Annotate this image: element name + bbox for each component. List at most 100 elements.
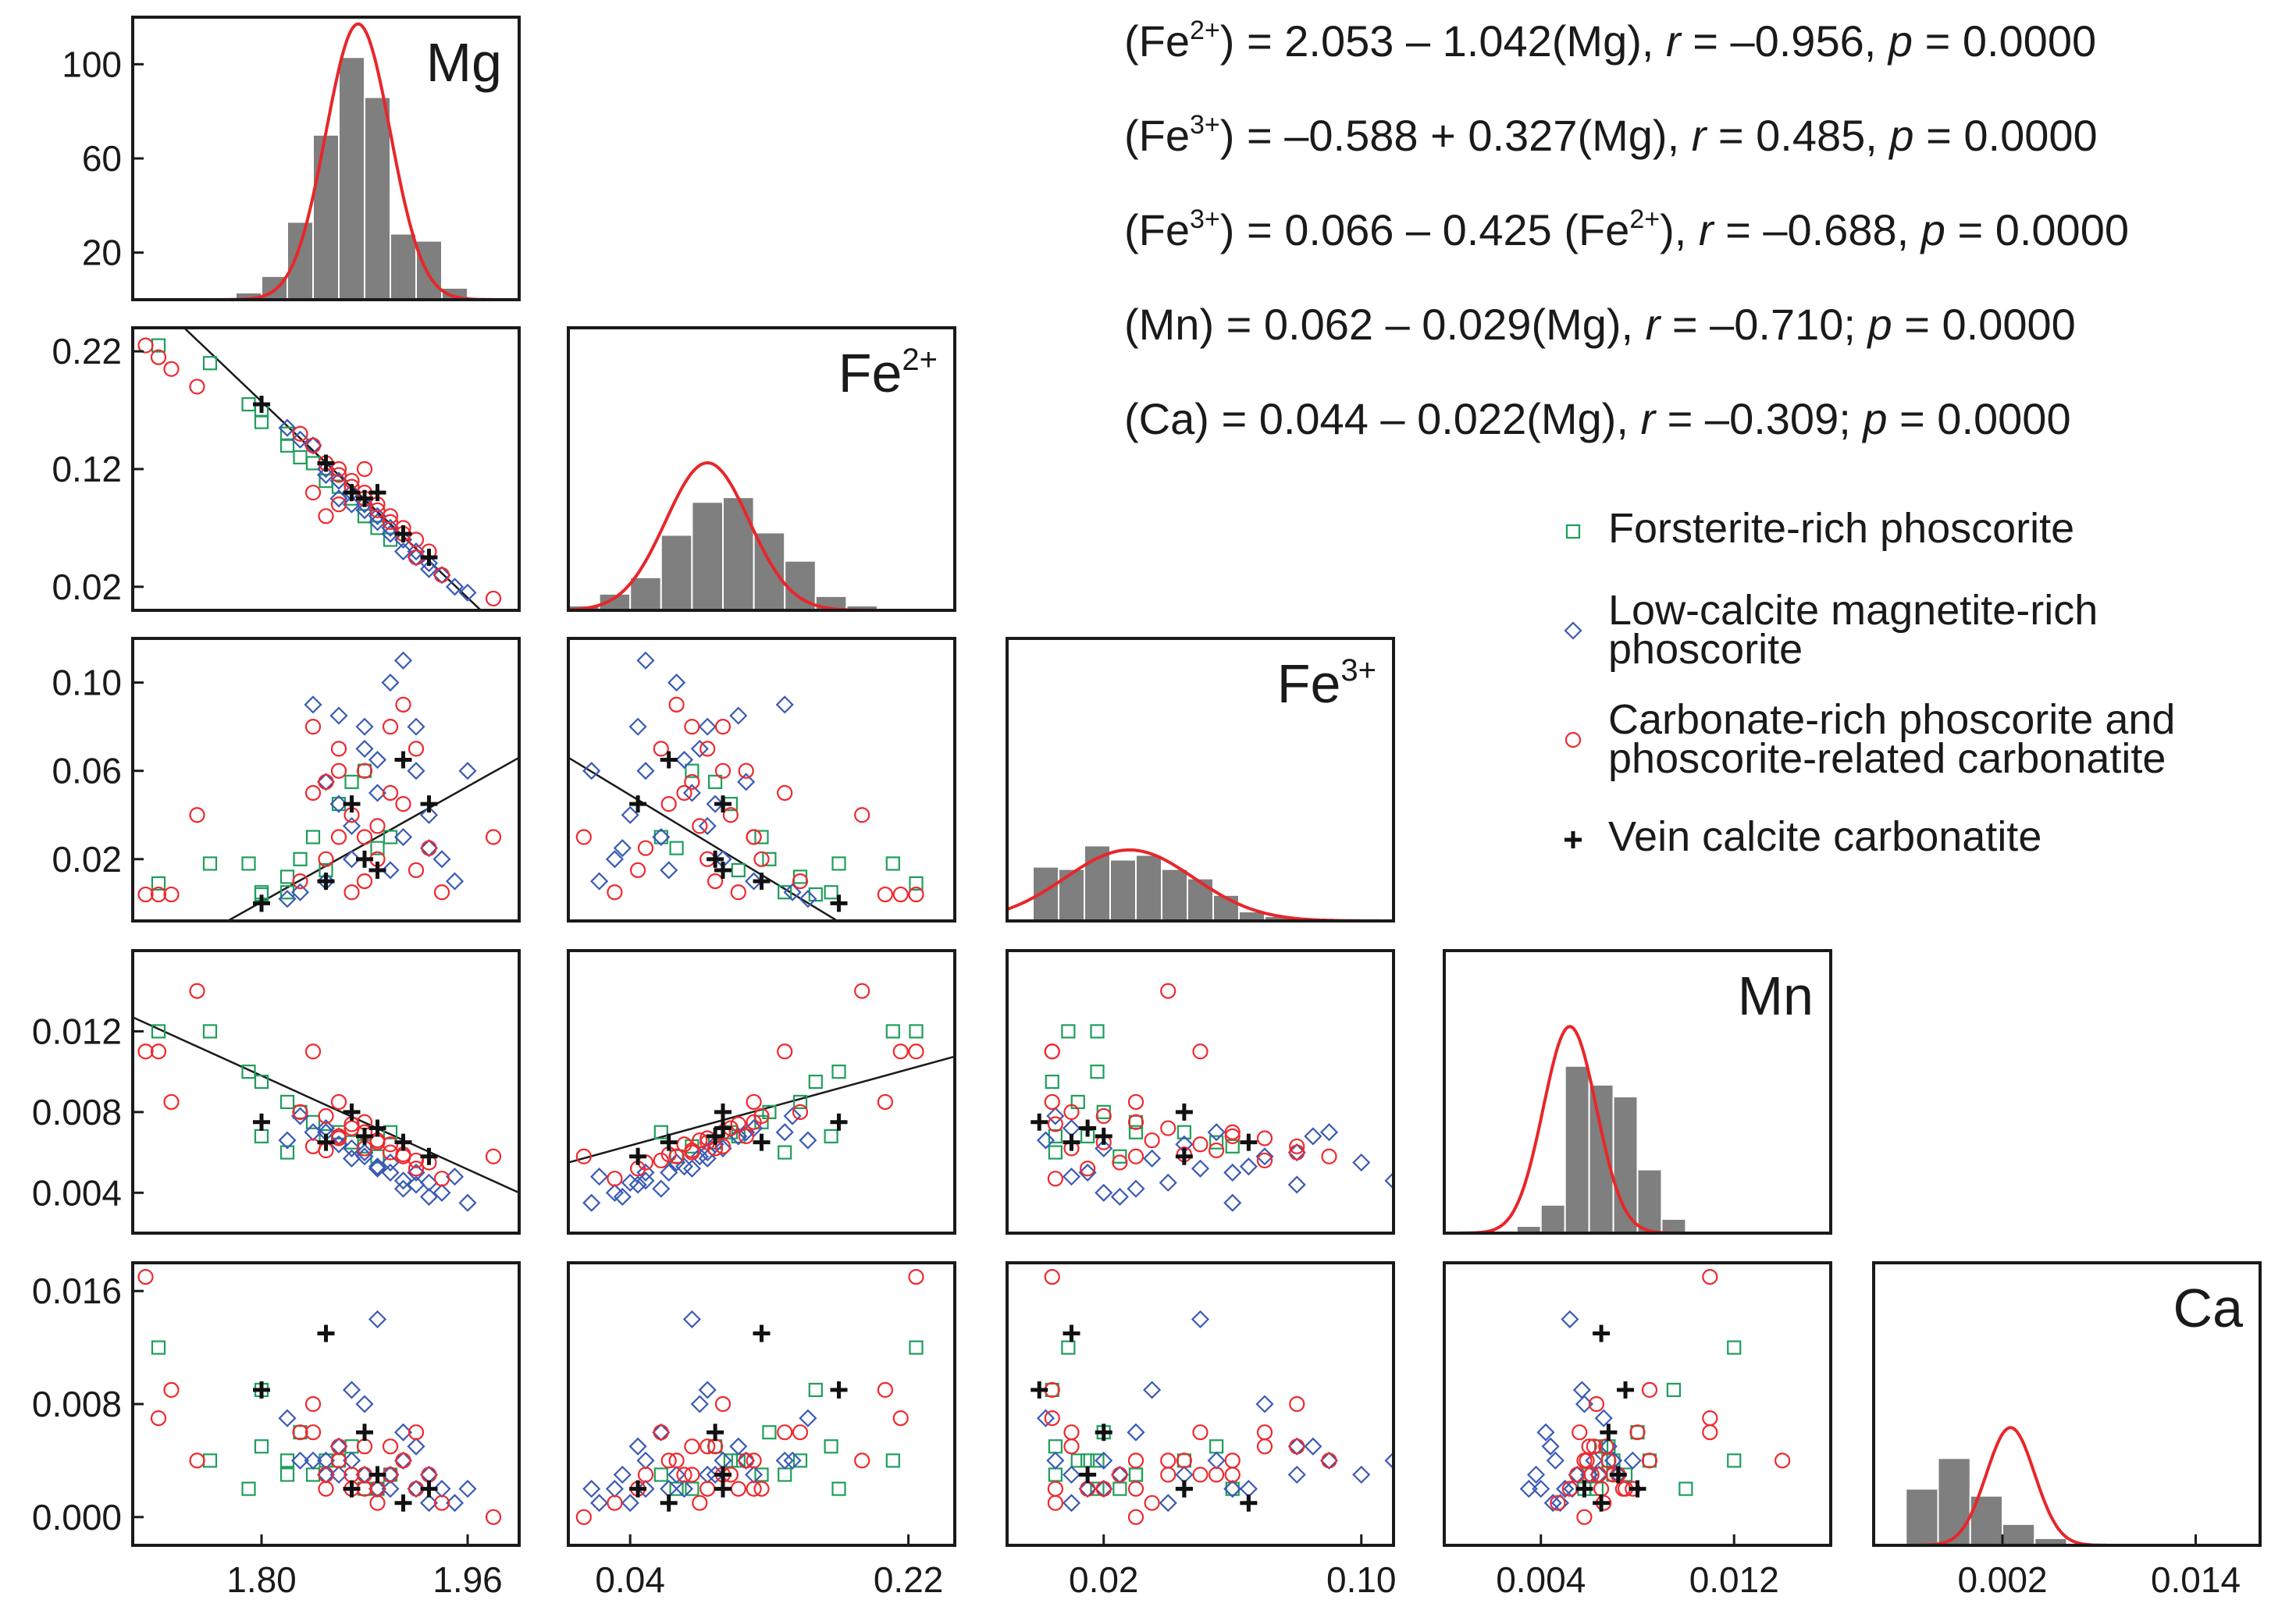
diamond-marker <box>304 695 322 714</box>
diamond-marker <box>582 1480 601 1498</box>
diamond-marker <box>621 1494 639 1513</box>
circle-marker <box>684 1466 700 1483</box>
square-marker <box>808 1382 823 1398</box>
circle-marker <box>753 851 770 867</box>
circle-marker <box>1702 1424 1718 1441</box>
diamond-marker <box>613 839 632 858</box>
circle-marker <box>408 1424 425 1441</box>
diamond-marker <box>355 717 374 736</box>
circle-marker <box>163 361 180 377</box>
diamond-marker <box>381 518 400 537</box>
cross-marker <box>1063 1324 1080 1342</box>
circle-marker <box>382 719 399 735</box>
diamond-marker <box>445 578 465 596</box>
diamond-marker <box>342 1149 361 1168</box>
circle-marker <box>369 502 386 518</box>
cross-marker <box>420 549 438 567</box>
circle-marker <box>637 840 654 856</box>
circle-marker <box>607 1495 623 1511</box>
square-marker <box>202 1024 218 1039</box>
points-layer <box>133 983 519 1212</box>
diamond-marker <box>799 890 817 908</box>
y-tick-label: 20 <box>82 233 122 273</box>
circle-marker <box>1289 1438 1305 1455</box>
circle-marker <box>304 1043 322 1060</box>
diamond-marker <box>775 1123 794 1142</box>
diamond-marker <box>675 1480 694 1498</box>
square-marker <box>383 1125 398 1139</box>
square-marker <box>653 830 668 844</box>
circle-marker <box>163 886 180 903</box>
circle-marker <box>1112 1466 1128 1483</box>
circle-marker <box>668 1148 685 1164</box>
diamond-marker <box>628 717 647 736</box>
diamond-marker <box>342 1381 361 1399</box>
circle-marker <box>1321 1452 1337 1469</box>
diamond-marker <box>745 872 764 891</box>
diamond-marker <box>1564 621 1582 640</box>
diamond-marker <box>1036 1409 1055 1427</box>
diamond-marker <box>590 1494 609 1513</box>
cross-marker <box>1175 1480 1193 1498</box>
circle-marker <box>330 1093 347 1111</box>
circle-marker <box>1593 1481 1610 1497</box>
circle-marker <box>318 1466 334 1483</box>
diamond-marker <box>355 501 374 520</box>
square-marker <box>1090 1481 1105 1496</box>
circle-marker <box>356 829 373 845</box>
circle-marker <box>304 437 322 453</box>
circle-marker <box>189 1452 205 1469</box>
circle-marker <box>1550 1495 1566 1511</box>
cross-marker <box>394 1133 412 1151</box>
diamond-marker <box>1143 1381 1162 1399</box>
y-tick-label: 0.008 <box>32 1092 122 1132</box>
points-layer <box>1519 1268 1791 1525</box>
panel-Fe3+-vs-Mg: 0.10 0.06 0.02 <box>52 637 521 923</box>
square-marker <box>1048 1439 1063 1454</box>
diamond-marker <box>628 1175 647 1194</box>
square-marker <box>885 1024 900 1039</box>
cross-marker <box>1564 831 1582 848</box>
cross-marker <box>368 861 386 879</box>
diamond-marker <box>682 1310 701 1328</box>
panel-frame <box>131 949 521 1235</box>
circle-marker <box>150 1043 167 1060</box>
circle-marker <box>854 807 870 823</box>
cross-marker <box>343 795 361 813</box>
cross-marker <box>253 894 270 912</box>
circle-marker <box>1127 1452 1144 1469</box>
diamond-marker <box>729 1437 748 1456</box>
cross-marker <box>1600 1424 1618 1442</box>
cross-marker <box>714 795 732 813</box>
circle-marker <box>1047 1116 1063 1132</box>
cross-marker <box>343 1480 361 1498</box>
diamond-marker <box>1239 1157 1258 1176</box>
diamond-marker <box>1556 1480 1575 1498</box>
diamond-marker <box>355 1395 374 1413</box>
circle-marker <box>575 1509 592 1525</box>
diamond-marker <box>407 1437 425 1456</box>
histogram-bar <box>1937 1457 1971 1546</box>
diamond-marker <box>1384 1171 1394 1190</box>
diamond-marker <box>458 1193 477 1212</box>
cross-marker <box>714 861 732 879</box>
histogram-bar <box>691 501 724 611</box>
diamond-marker <box>636 762 655 780</box>
circle-marker <box>356 763 373 779</box>
diamond-marker <box>1143 1149 1162 1168</box>
diamond-marker <box>652 1179 671 1198</box>
diamond-marker <box>355 1143 374 1162</box>
diamond-marker <box>342 1139 361 1157</box>
histogram-bar <box>1109 859 1137 922</box>
square-marker <box>370 841 385 855</box>
circle-marker <box>1289 1395 1305 1413</box>
diamond-marker <box>1532 1480 1550 1498</box>
circle-marker <box>1209 1142 1225 1159</box>
circle-marker <box>877 1093 894 1111</box>
y-tick-label: 0.008 <box>32 1384 122 1424</box>
diamond-marker <box>1062 1465 1081 1484</box>
circle-marker <box>150 1410 167 1427</box>
x-tick-label: 0.004 <box>1496 1559 1586 1600</box>
cross-marker <box>1240 1133 1258 1151</box>
diamond-marker <box>799 1131 817 1150</box>
